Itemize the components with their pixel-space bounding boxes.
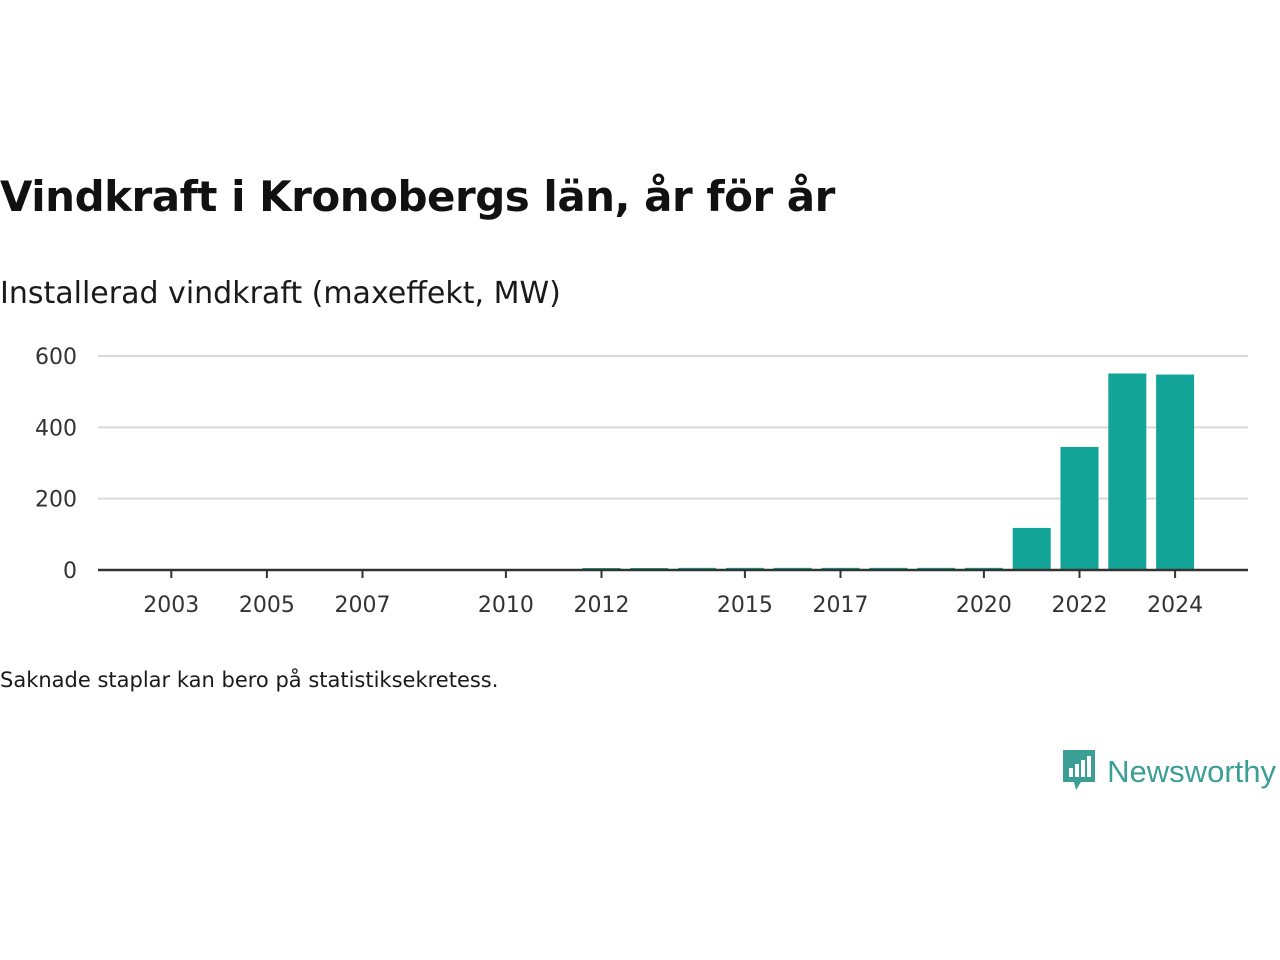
x-tick-label-2017: 2017 — [813, 593, 869, 618]
y-tick-label-400: 400 — [35, 416, 77, 441]
x-tick-label-2010: 2010 — [478, 593, 534, 618]
y-tick-label-0: 0 — [63, 559, 77, 584]
y-axis-labels: 0 200 400 600 — [35, 345, 77, 584]
bar-2024 — [1156, 374, 1195, 570]
bar-2021 — [1012, 527, 1051, 570]
chart-subtitle: Installerad vindkraft (maxeffekt, MW) — [0, 276, 561, 311]
x-axis-ticks: 2003 2005 2007 2010 2012 2015 2017 2020 2022 2024 — [143, 570, 1203, 618]
y-tick-label-200: 200 — [35, 488, 77, 513]
brand-name: Newsworthy — [1107, 754, 1276, 789]
x-tick-label-2007: 2007 — [335, 593, 391, 618]
x-tick-label-2022: 2022 — [1052, 593, 1108, 618]
y-tick-label-600: 600 — [35, 345, 77, 370]
newsworthy-logo-icon — [1061, 748, 1097, 796]
x-tick-label-2003: 2003 — [143, 593, 199, 618]
footnote: Saknade staplar kan bero på statistiksek… — [0, 668, 499, 692]
brand-logo: Newsworthy — [1061, 748, 1276, 796]
bar-2023 — [1108, 373, 1147, 570]
x-tick-label-2005: 2005 — [239, 593, 295, 618]
grid-lines — [98, 355, 1248, 500]
bars — [582, 373, 1195, 570]
x-tick-label-2024: 2024 — [1147, 593, 1203, 618]
bar-2022 — [1060, 446, 1099, 570]
x-tick-label-2020: 2020 — [956, 593, 1012, 618]
x-tick-label-2012: 2012 — [574, 593, 630, 618]
x-tick-label-2015: 2015 — [717, 593, 773, 618]
chart-title: Vindkraft i Kronobergs län, år för år — [0, 172, 835, 221]
